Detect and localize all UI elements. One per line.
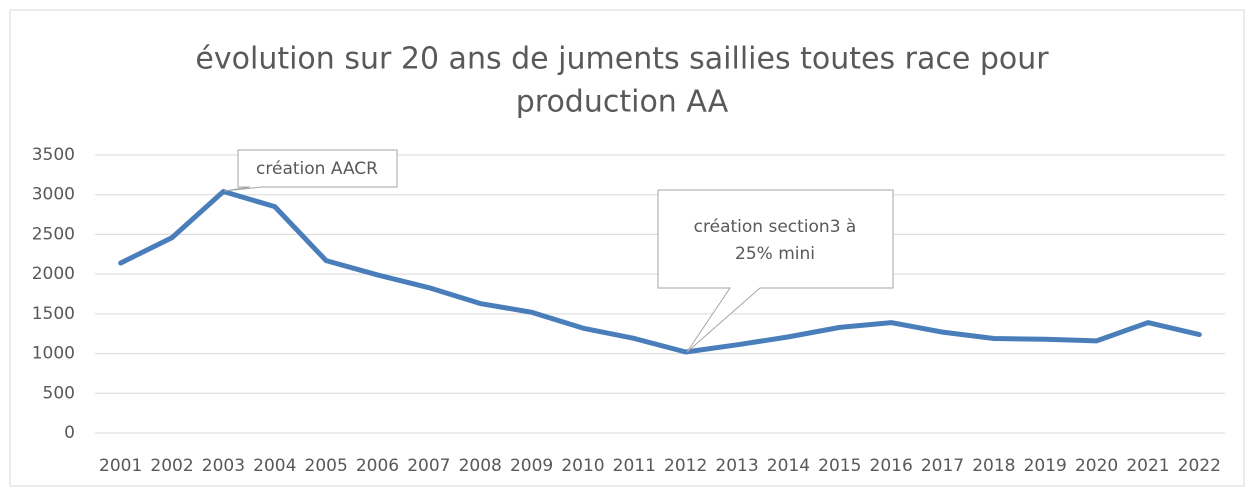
x-tick-label: 2011 (613, 456, 656, 476)
y-tick-label: 3000 (32, 185, 75, 205)
x-tick-label: 2016 (870, 456, 913, 476)
x-tick-label: 2014 (767, 456, 810, 476)
x-tick-label: 2015 (818, 456, 861, 476)
callout: création AACR (223, 149, 398, 192)
x-tick-label: 2008 (459, 456, 502, 476)
x-tick-label: 2022 (1178, 456, 1221, 476)
chart-title: évolution sur 20 ans de juments saillies… (195, 42, 1049, 77)
callout-box (657, 189, 894, 353)
chart-title: production AA (516, 85, 729, 120)
x-tick-label: 2012 (664, 456, 707, 476)
annotation: création AACR (256, 159, 378, 179)
annotation: 25% mini (735, 244, 815, 264)
x-tick-label: 2019 (1024, 456, 1067, 476)
x-tick-label: 2017 (921, 456, 964, 476)
x-tick-label: 2006 (356, 456, 399, 476)
x-tick-label: 2007 (407, 456, 450, 476)
chart-frame (9, 9, 1245, 487)
callout: création section3 à 25% mini (657, 189, 894, 353)
x-tick-label: 2003 (202, 456, 245, 476)
x-tick-label: 2002 (150, 456, 193, 476)
x-tick-label: 2005 (305, 456, 348, 476)
y-tick-label: 2000 (32, 264, 75, 284)
x-tick-label: 2009 (510, 456, 553, 476)
x-tick-label: 2010 (561, 456, 604, 476)
x-tick-label: 2001 (99, 456, 142, 476)
y-tick-label: 1000 (32, 344, 75, 364)
callout-box (223, 149, 398, 192)
x-tick-label: 2004 (253, 456, 296, 476)
y-tick-label: 3500 (32, 145, 75, 165)
line-series (118, 189, 1202, 355)
y-tick-label: 1500 (32, 304, 75, 324)
y-tick-label: 500 (43, 383, 75, 403)
annotation: création section3 à (694, 217, 857, 237)
x-tick-label: 2021 (1126, 456, 1169, 476)
x-tick-label: 2013 (715, 456, 758, 476)
y-tick-label: 0 (64, 423, 75, 443)
x-tick-label: 2020 (1075, 456, 1118, 476)
y-tick-label: 2500 (32, 224, 75, 244)
x-tick-label: 2018 (972, 456, 1015, 476)
